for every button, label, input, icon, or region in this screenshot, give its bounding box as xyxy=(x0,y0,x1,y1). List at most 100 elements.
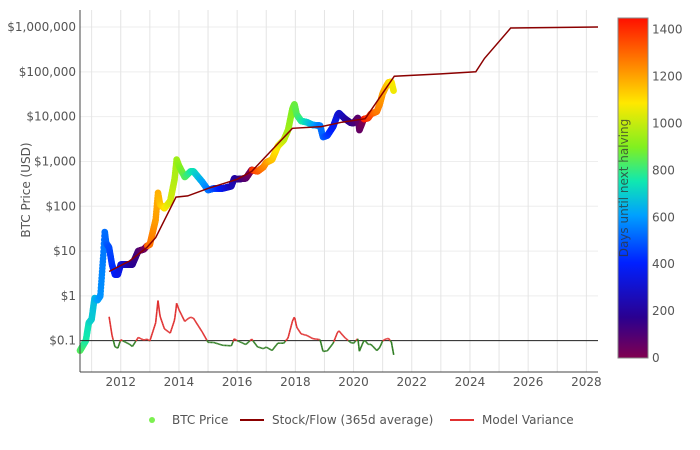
model-variance-segment xyxy=(153,324,156,327)
model-variance-segment xyxy=(162,325,165,328)
legend-label: BTC Price xyxy=(172,413,228,427)
model-variance-segment xyxy=(274,345,277,348)
model-variance-segment xyxy=(358,349,361,352)
model-variance-segment xyxy=(131,345,134,347)
model-variance-segment xyxy=(341,334,344,337)
model-variance-segment xyxy=(340,332,342,335)
model-variance-segment xyxy=(276,343,278,346)
model-variance-segment xyxy=(273,346,276,349)
model-variance-segment xyxy=(337,330,339,333)
model-variance-segment xyxy=(294,320,297,324)
model-variance-segment xyxy=(299,331,302,334)
model-variance-segment xyxy=(331,343,334,346)
model-variance-segment xyxy=(357,340,360,347)
model-variance-segment xyxy=(108,316,111,321)
model-variance-segment xyxy=(362,341,365,344)
model-variance-segment xyxy=(353,341,356,344)
model-variance-segment xyxy=(201,331,204,334)
model-variance-segment xyxy=(161,321,164,324)
y-axis-title: BTC Price (USD) xyxy=(19,142,33,237)
x-tick-label: 2018 xyxy=(280,375,311,389)
colorbar-tick-label: 1400 xyxy=(652,23,683,37)
model-variance-segment xyxy=(149,338,152,342)
model-variance-segment xyxy=(376,348,379,351)
colorbar-ticks: 0 200 400 600 800 1000 1200 1400 xyxy=(652,23,683,365)
model-variance-segment xyxy=(118,342,121,346)
model-variance-segment xyxy=(333,339,336,343)
model-variance-segment xyxy=(273,347,276,349)
model-variance-segment xyxy=(343,336,346,339)
model-variance-segment xyxy=(389,339,391,342)
model-variance-segment xyxy=(135,339,138,342)
model-variance-segment xyxy=(248,340,251,342)
model-variance-segment xyxy=(373,346,376,349)
model-variance-segment xyxy=(172,320,176,323)
model-variance-segment xyxy=(177,307,180,310)
model-variance-segment xyxy=(355,339,358,342)
model-variance-segment xyxy=(111,335,114,338)
colorbar-tick-label: 800 xyxy=(652,163,675,177)
model-variance-segment xyxy=(319,340,322,344)
model-variance-segment xyxy=(151,329,155,333)
legend-item-model-variance[interactable]: Model Variance xyxy=(450,413,574,427)
model-variance-segment xyxy=(320,342,323,346)
model-variance-segment xyxy=(181,315,184,318)
model-variance-segment xyxy=(272,348,274,351)
x-tick-label: 2014 xyxy=(164,375,195,389)
model-variance-segment xyxy=(253,342,256,345)
colorbar-tick-label: 400 xyxy=(652,257,675,271)
model-variance-segment xyxy=(204,336,207,339)
model-variance-segment xyxy=(335,334,338,337)
model-variance-segment xyxy=(389,340,392,342)
model-variance-segment xyxy=(203,335,206,338)
model-variance-segment xyxy=(249,339,252,341)
model-variance-segment xyxy=(379,345,382,348)
model-variance-segment xyxy=(371,344,373,347)
model-variance-segment xyxy=(157,304,160,310)
model-variance-segment xyxy=(185,319,188,322)
model-variance-segment xyxy=(108,320,112,325)
model-variance-segment xyxy=(111,337,114,341)
model-variance-segment xyxy=(297,328,299,331)
model-variance-segment xyxy=(285,338,288,341)
model-variance-segment xyxy=(380,341,383,344)
model-variance-segment xyxy=(198,326,200,328)
model-variance-segment xyxy=(109,323,112,328)
model-variance-segment xyxy=(372,346,375,349)
model-variance-segment xyxy=(342,335,345,337)
model-variance-segment xyxy=(249,339,252,342)
legend: BTC Price Stock/Flow (365d average) Mode… xyxy=(149,413,574,427)
x-tick-label: 2020 xyxy=(338,375,369,389)
x-tick-label: 2024 xyxy=(455,375,486,389)
model-variance-segment xyxy=(170,329,173,332)
model-variance-segment xyxy=(296,327,299,330)
model-variance-segment xyxy=(184,319,187,322)
model-variance-segment xyxy=(359,346,362,349)
model-variance-segment xyxy=(283,341,286,344)
legend-label: Model Variance xyxy=(482,413,574,427)
model-variance-segment xyxy=(118,341,121,344)
model-variance-segment xyxy=(255,344,258,347)
model-variance-segment xyxy=(319,339,322,342)
model-variance-segment xyxy=(132,343,135,346)
legend-item-stock-flow[interactable]: Stock/Flow (365d average) xyxy=(240,413,433,427)
model-variance-segment xyxy=(153,326,156,329)
model-variance-segment xyxy=(284,339,287,342)
model-variance-segment xyxy=(117,346,120,349)
model-variance-segment xyxy=(373,347,376,350)
plot-marks xyxy=(76,26,599,355)
model-variance-segment xyxy=(377,347,380,350)
model-variance-segment xyxy=(194,320,197,323)
model-variance-segment xyxy=(181,316,184,319)
model-variance-segment xyxy=(206,340,209,343)
model-variance-segment xyxy=(171,324,174,327)
model-variance-segment xyxy=(288,332,291,335)
model-variance-segment xyxy=(112,339,115,343)
y-tick-label: $10,000 xyxy=(26,110,76,124)
model-variance-segment xyxy=(136,337,139,339)
model-variance-segment xyxy=(135,338,138,341)
model-variance-segment xyxy=(160,318,163,321)
legend-item-btc-price[interactable]: BTC Price xyxy=(149,413,228,427)
model-variance-segment xyxy=(392,351,395,355)
